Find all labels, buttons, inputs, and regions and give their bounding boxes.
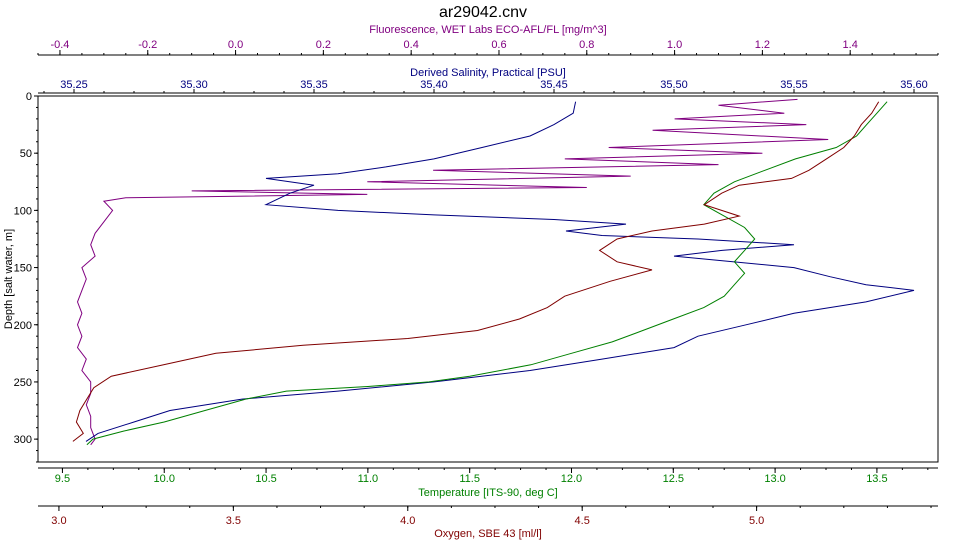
tick-label-oxygen: 5.0 <box>749 515 764 527</box>
chart-title: ar29042.cnv <box>439 4 527 21</box>
tick-label-temperature: 9.5 <box>55 473 70 485</box>
tick-label-temperature: 13.5 <box>866 473 887 485</box>
series-line-salinity <box>85 101 915 442</box>
plot-area <box>37 95 939 463</box>
tick-label-temperature: 13.0 <box>764 473 785 485</box>
y-tick-label: 250 <box>14 377 32 389</box>
tick-label-fluorescence: 1.2 <box>755 39 770 51</box>
tick-label-temperature: 11.0 <box>358 473 379 485</box>
y-axis-title: Depth [salt water, m] <box>3 229 15 329</box>
tick-label-oxygen: 3.0 <box>51 515 66 527</box>
axes-layer: -0.4 -0.2 0.0 0.2 0.4 0.6 0.8 1.0 1.2 1.4 Fluoresc… <box>3 24 939 540</box>
series-layer <box>72 98 915 446</box>
tick-label-fluorescence: 0.4 <box>404 39 419 51</box>
tick-label-fluorescence: 0.8 <box>579 39 594 51</box>
tick-label-oxygen: 3.5 <box>226 515 241 527</box>
tick-label-fluorescence: -0.2 <box>138 39 157 51</box>
y-tick-label: 200 <box>14 320 32 332</box>
tick-label-fluorescence: 0.6 <box>491 39 506 51</box>
tick-label-fluorescence: -0.4 <box>50 39 69 51</box>
tick-label-fluorescence: 1.4 <box>843 39 858 51</box>
axis-title-fluorescence: Fluorescence, WET Labs ECO-AFL/FL [mg/m^… <box>369 24 606 36</box>
tick-label-temperature: 12.0 <box>561 473 582 485</box>
series-line-fluorescence <box>76 98 829 446</box>
tick-label-salinity: 35.55 <box>780 79 808 91</box>
y-tick-label: 150 <box>14 263 32 275</box>
tick-label-fluorescence: 1.0 <box>667 39 682 51</box>
axis-title-temperature: Temperature [ITS-90, deg C] <box>418 487 557 499</box>
tick-label-oxygen: 4.0 <box>400 515 415 527</box>
y-tick-label: 100 <box>14 205 32 217</box>
axis-title-oxygen: Oxygen, SBE 43 [ml/l] <box>434 528 542 540</box>
tick-label-salinity: 35.40 <box>420 79 448 91</box>
tick-label-temperature: 10.5 <box>255 473 276 485</box>
series-line-oxygen <box>72 101 880 442</box>
tick-label-salinity: 35.25 <box>60 79 88 91</box>
axis-title-salinity: Derived Salinity, Practical [PSU] <box>410 67 566 79</box>
y-tick-label: 300 <box>14 434 32 446</box>
tick-label-fluorescence: 0.2 <box>316 39 331 51</box>
tick-label-salinity: 35.30 <box>180 79 208 91</box>
tick-label-temperature: 10.0 <box>154 473 175 485</box>
y-tick-label: 50 <box>20 148 32 160</box>
series-line-temperature <box>86 101 888 446</box>
tick-label-oxygen: 4.5 <box>575 515 590 527</box>
tick-label-salinity: 35.35 <box>300 79 328 91</box>
tick-label-temperature: 12.5 <box>663 473 684 485</box>
tick-label-fluorescence: 0.0 <box>228 39 243 51</box>
tick-label-salinity: 35.60 <box>900 79 928 91</box>
tick-label-salinity: 35.45 <box>540 79 568 91</box>
tick-label-salinity: 35.50 <box>660 79 688 91</box>
tick-label-temperature: 11.5 <box>459 473 480 485</box>
y-tick-label: 0 <box>26 91 32 103</box>
